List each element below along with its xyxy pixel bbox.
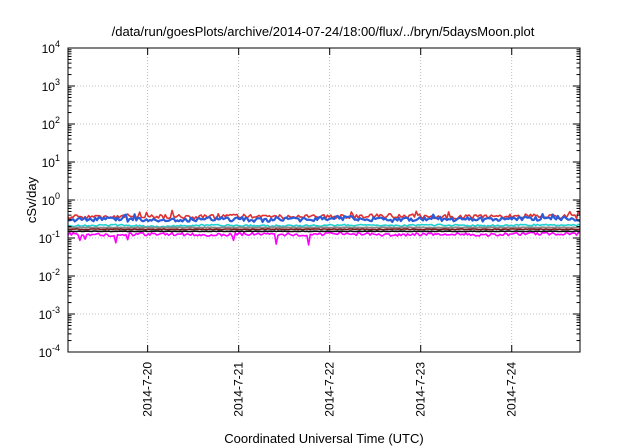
x-tick-label: 2014-7-24 <box>505 362 519 417</box>
series-line-7 <box>67 231 581 246</box>
x-axis-label: Coordinated Universal Time (UTC) <box>224 431 423 446</box>
series-line-4 <box>67 226 581 229</box>
chart-title: /data/run/goesPlots/archive/2014-07-24/1… <box>112 24 535 39</box>
grid <box>68 48 580 352</box>
series-line-2 <box>67 213 581 224</box>
x-tick-label: 2014-7-21 <box>232 362 246 417</box>
series-line-5 <box>67 228 580 231</box>
y-axis-label: cSv/day <box>24 176 39 223</box>
series-group <box>67 209 581 246</box>
series-line-6 <box>67 230 580 233</box>
y-tick-label: 10-1 <box>39 229 60 246</box>
y-tick-label: 102 <box>42 115 60 132</box>
x-axis-ticks: 2014-7-20 2014-7-21 2014-7-22 2014-7-23 2014… <box>141 48 519 417</box>
y-tick-label: 10-2 <box>39 267 60 284</box>
y-axis-ticks: 10-4 10-3 10-2 10-1 100 101 102 103 104 <box>39 39 580 360</box>
y-tick-label: 104 <box>42 39 60 56</box>
series-line-3 <box>67 223 581 228</box>
series-line-1 <box>67 209 581 220</box>
y-tick-label: 103 <box>42 77 60 94</box>
x-tick-label: 2014-7-20 <box>141 362 155 417</box>
y-tick-label: 101 <box>42 153 60 170</box>
x-tick-label: 2014-7-23 <box>414 362 428 417</box>
y-tick-label: 10-4 <box>39 343 60 360</box>
x-tick-label: 2014-7-22 <box>323 362 337 417</box>
y-tick-label: 100 <box>42 191 60 208</box>
y-tick-label: 10-3 <box>39 305 60 322</box>
